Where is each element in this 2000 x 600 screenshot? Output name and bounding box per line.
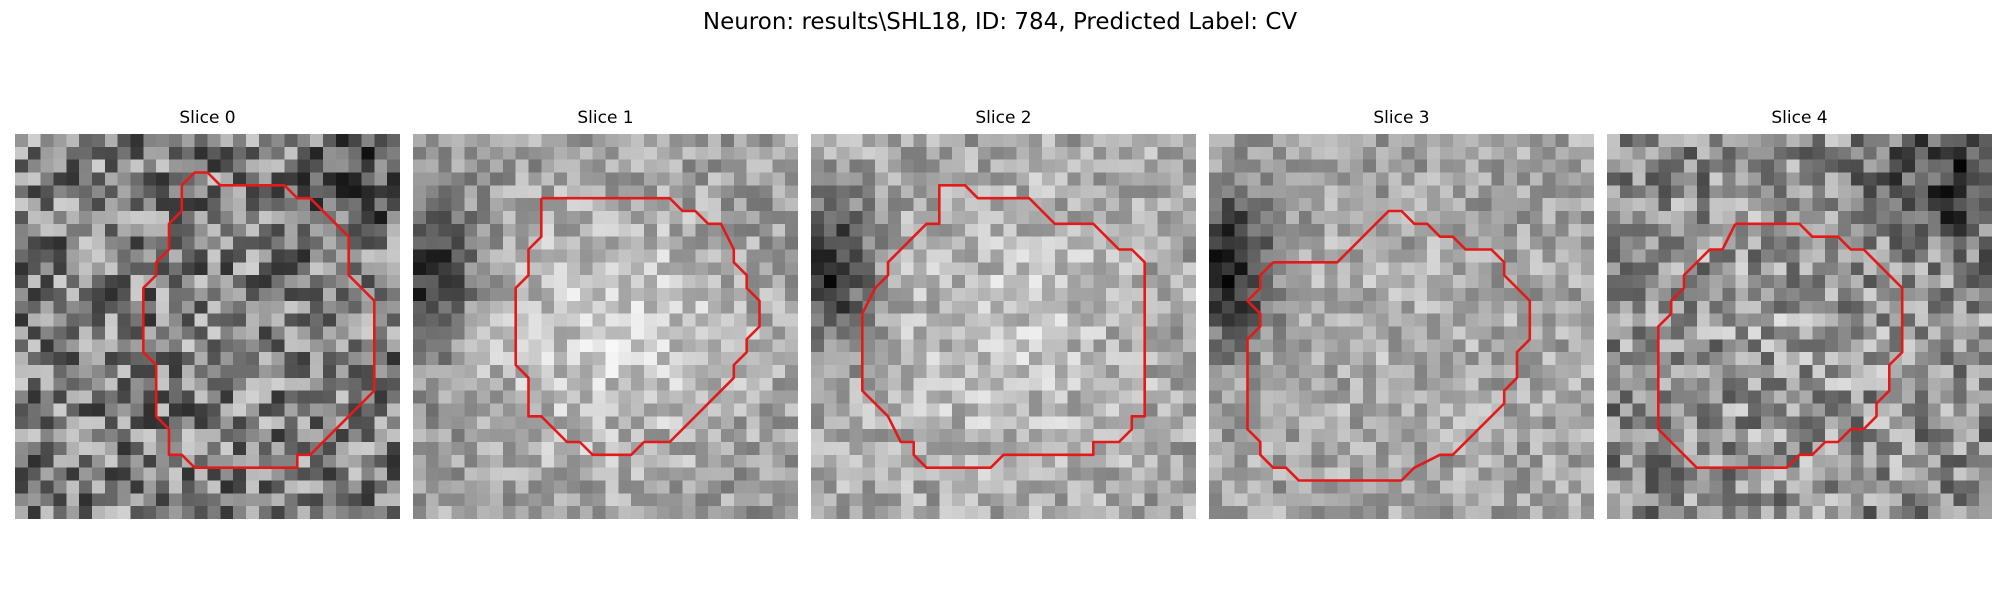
roi-contour — [1246, 209, 1532, 482]
slice-title: Slice 4 — [1771, 108, 1828, 128]
roi-contour — [142, 171, 376, 470]
slice-pixels — [15, 134, 400, 519]
slice-panel-1: Slice 1 — [413, 106, 798, 519]
slice-panel-4: Slice 4 — [1607, 106, 1992, 519]
slice-panel-2: Slice 2 — [811, 106, 1196, 519]
slice-title: Slice 3 — [1373, 108, 1430, 128]
slice-image — [15, 134, 400, 519]
roi-contour — [1656, 222, 1904, 470]
slice-image — [413, 134, 798, 519]
slice-title: Slice 2 — [975, 108, 1032, 128]
figure-title: Neuron: results\SHL18, ID: 784, Predicte… — [702, 9, 1298, 35]
roi-contour — [514, 196, 761, 457]
slice-title: Slice 0 — [179, 108, 236, 128]
slice-panel-3: Slice 3 — [1209, 106, 1594, 519]
slice-title: Slice 1 — [577, 108, 634, 128]
slice-panel-0: Slice 0 — [15, 106, 400, 519]
slice-image — [811, 134, 1196, 519]
slice-image — [1607, 134, 1992, 519]
slice-image — [1209, 134, 1594, 519]
roi-contour — [860, 183, 1147, 470]
